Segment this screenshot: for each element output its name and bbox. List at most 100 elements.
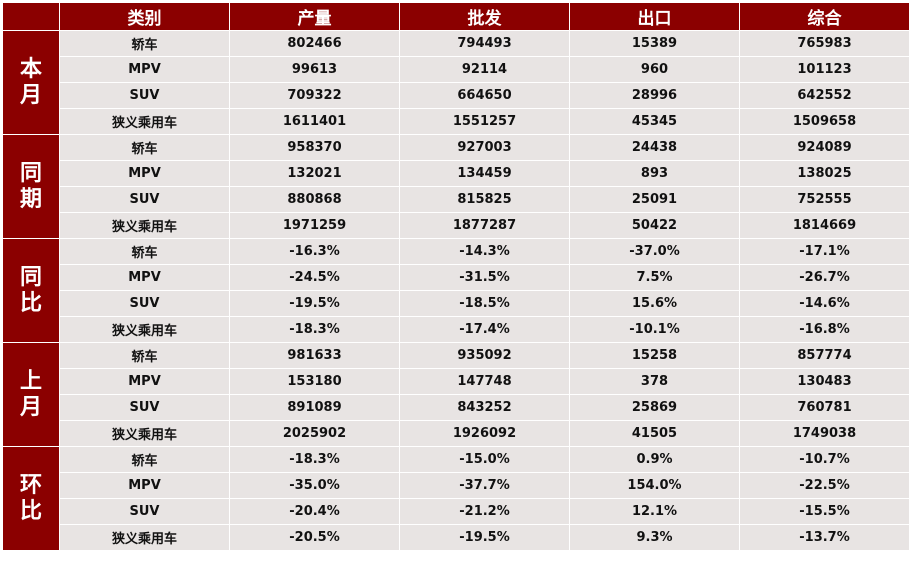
total-value: 1814669 [739, 212, 910, 239]
wholesale-value: 815825 [399, 186, 570, 213]
wholesale-value: 927003 [399, 134, 570, 161]
group-label: 上月 [2, 342, 60, 447]
export-value: 25091 [569, 186, 740, 213]
table-row: SUV 891089 843252 25869 760781 [3, 394, 910, 421]
row-category: 狭义乘用车 [59, 316, 230, 343]
wholesale-value: 1551257 [399, 108, 570, 135]
table-row: 狭义乘用车 -18.3% -17.4% -10.1% -16.8% [3, 316, 910, 343]
total-value: -14.6% [739, 290, 910, 317]
total-value: -13.7% [739, 524, 910, 551]
wholesale-value: 794493 [399, 30, 570, 57]
total-value: -10.7% [739, 446, 910, 473]
table-row: 狭义乘用车 2025902 1926092 41505 1749038 [3, 420, 910, 447]
table-row: MPV -35.0% -37.7% 154.0% -22.5% [3, 472, 910, 499]
corner-cell [2, 2, 60, 31]
production-value: 709322 [229, 82, 400, 109]
table-row: 上月轿车 981633 935092 15258 857774 [2, 342, 910, 447]
wholesale-value: -31.5% [399, 264, 570, 291]
production-value: 132021 [229, 160, 400, 187]
production-value: 153180 [229, 368, 400, 395]
wholesale-value: -21.2% [399, 498, 570, 525]
total-value: 760781 [739, 394, 910, 421]
export-value: 378 [569, 368, 740, 395]
total-value: 130483 [739, 368, 910, 395]
row-category: 狭义乘用车 [59, 108, 230, 135]
production-value: 802466 [229, 30, 400, 57]
row-category: SUV [59, 290, 230, 317]
table-body: 本月轿车 802466 794493 15389 765983 MPV 99613 92114… [2, 30, 910, 551]
wholesale-value: -18.5% [399, 290, 570, 317]
row-category: 狭义乘用车 [59, 420, 230, 447]
wholesale-value: 664650 [399, 82, 570, 109]
table-row: SUV -20.4% -21.2% 12.1% -15.5% [3, 498, 910, 525]
table-row: 本月轿车 802466 794493 15389 765983 [2, 30, 910, 135]
export-value: 15389 [569, 30, 740, 57]
row-category: 轿车 [59, 30, 230, 57]
production-value: 1971259 [229, 212, 400, 239]
table-row: 狭义乘用车 -20.5% -19.5% 9.3% -13.7% [3, 524, 910, 551]
total-value: 752555 [739, 186, 910, 213]
row-category: MPV [59, 368, 230, 395]
wholesale-value: 92114 [399, 56, 570, 83]
row-category: MPV [59, 160, 230, 187]
production-value: -19.5% [229, 290, 400, 317]
wholesale-value: 843252 [399, 394, 570, 421]
export-value: 45345 [569, 108, 740, 135]
row-category: 轿车 [59, 446, 230, 473]
group-label: 同期 [2, 134, 60, 239]
data-table: 类别 产量 批发 出口 综合 本月轿车 802466 794493 15389 7659… [2, 2, 910, 551]
row-category: MPV [59, 56, 230, 83]
wholesale-value: 935092 [399, 342, 570, 369]
wholesale-value: -17.4% [399, 316, 570, 343]
table-row: 同比轿车 -16.3% -14.3% -37.0% -17.1% [2, 238, 910, 343]
wholesale-value: -14.3% [399, 238, 570, 265]
header-production: 产量 [229, 2, 400, 31]
table-row: MPV 132021 134459 893 138025 [3, 160, 910, 187]
wholesale-value: 1877287 [399, 212, 570, 239]
header-row: 类别 产量 批发 出口 综合 [2, 2, 910, 31]
export-value: 154.0% [569, 472, 740, 499]
export-value: 28996 [569, 82, 740, 109]
header-export: 出口 [569, 2, 740, 31]
total-value: 642552 [739, 82, 910, 109]
wholesale-value: 1926092 [399, 420, 570, 447]
table-row: SUV 709322 664650 28996 642552 [3, 82, 910, 109]
table-row: 狭义乘用车 1611401 1551257 45345 1509658 [3, 108, 910, 135]
table-row: MPV 153180 147748 378 130483 [3, 368, 910, 395]
production-value: -18.3% [229, 316, 400, 343]
row-category: 狭义乘用车 [59, 212, 230, 239]
row-category: SUV [59, 498, 230, 525]
wholesale-value: -19.5% [399, 524, 570, 551]
row-category: 轿车 [59, 134, 230, 161]
wholesale-value: 147748 [399, 368, 570, 395]
table-row: 狭义乘用车 1971259 1877287 50422 1814669 [3, 212, 910, 239]
export-value: 7.5% [569, 264, 740, 291]
export-value: -37.0% [569, 238, 740, 265]
export-value: 9.3% [569, 524, 740, 551]
total-value: -17.1% [739, 238, 910, 265]
row-category: MPV [59, 264, 230, 291]
total-value: 857774 [739, 342, 910, 369]
export-value: 0.9% [569, 446, 740, 473]
total-value: -22.5% [739, 472, 910, 499]
total-value: 765983 [739, 30, 910, 57]
row-category: SUV [59, 186, 230, 213]
production-value: 880868 [229, 186, 400, 213]
production-value: -20.5% [229, 524, 400, 551]
wholesale-value: 134459 [399, 160, 570, 187]
row-category: 轿车 [59, 342, 230, 369]
row-category: MPV [59, 472, 230, 499]
wholesale-value: -15.0% [399, 446, 570, 473]
table-row: 环比轿车 -18.3% -15.0% 0.9% -10.7% [2, 446, 910, 551]
export-value: 893 [569, 160, 740, 187]
row-category: 狭义乘用车 [59, 524, 230, 551]
table-row: SUV 880868 815825 25091 752555 [3, 186, 910, 213]
export-value: 25869 [569, 394, 740, 421]
group-label: 本月 [2, 30, 60, 135]
total-value: 1509658 [739, 108, 910, 135]
production-value: -16.3% [229, 238, 400, 265]
production-value: -18.3% [229, 446, 400, 473]
header-category: 类别 [59, 2, 230, 31]
total-value: -15.5% [739, 498, 910, 525]
total-value: -26.7% [739, 264, 910, 291]
